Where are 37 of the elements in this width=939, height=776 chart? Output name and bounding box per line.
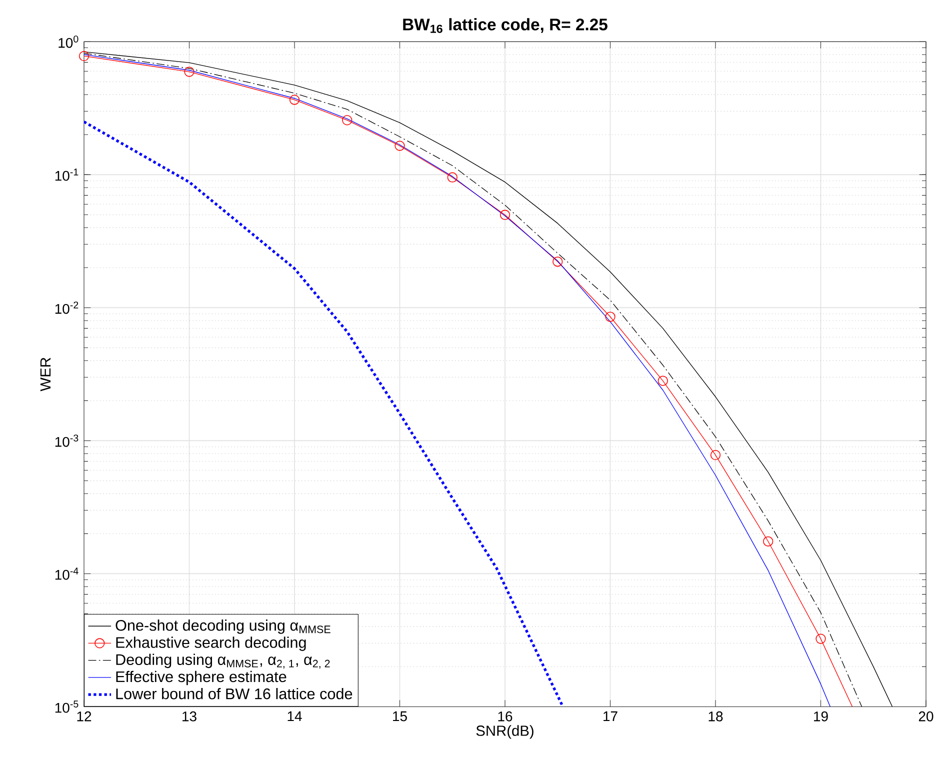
x-tick-label: 14 (288, 711, 302, 722)
point (289, 94, 300, 105)
x-tick-label: 13 (182, 711, 196, 722)
point (78, 50, 90, 62)
point (658, 376, 668, 386)
chart-title: BW$_{16}$ lattice code, R= 2.25 (403, 18, 608, 33)
legend-label: Exhaustive search decoding (116, 636, 306, 651)
point (552, 256, 563, 267)
y-tick-label: 10$^{-2}$ (55, 302, 78, 314)
y-tick-label: 10$^{-3}$ (55, 434, 78, 447)
y-tick-label: 10$^{-1}$ (55, 168, 78, 181)
point (816, 634, 826, 644)
y-tick-label: 10$^{-4}$ (55, 568, 78, 580)
y-tick-label: 10$^{0}$ (58, 36, 78, 48)
x-tick-label: 19 (814, 711, 828, 722)
point (447, 172, 458, 182)
x-tick-label: 17 (604, 711, 618, 722)
y-axis-title: WER (40, 358, 51, 392)
point (763, 536, 774, 546)
point (342, 115, 352, 126)
point (184, 66, 194, 77)
x-tick-label: 18 (708, 711, 723, 722)
y-tick-label: 10$^{-5}$ (55, 700, 78, 713)
x-tick-label: 15 (393, 711, 407, 722)
legend-label: Deoding using α$_{MMSE}$, α$_{2, 1}$, α$_{2, 2}$ (116, 654, 330, 669)
point (394, 140, 405, 151)
line-series (84, 120, 564, 707)
point (605, 312, 616, 322)
x-tick-label: 16 (498, 711, 512, 722)
legend-label: One-shot decoding using α$_{MMSE}$ (116, 620, 330, 634)
x-tick-label: 12 (77, 711, 92, 722)
point (500, 210, 510, 220)
legend-label: Lower bound of BW 16 lattice code (116, 688, 352, 700)
x-tick-label: 20 (918, 711, 934, 722)
point (710, 450, 721, 460)
x-axis-title: SNR(dB) (476, 725, 534, 739)
legend-label: Effective sphere estimate (116, 670, 286, 686)
